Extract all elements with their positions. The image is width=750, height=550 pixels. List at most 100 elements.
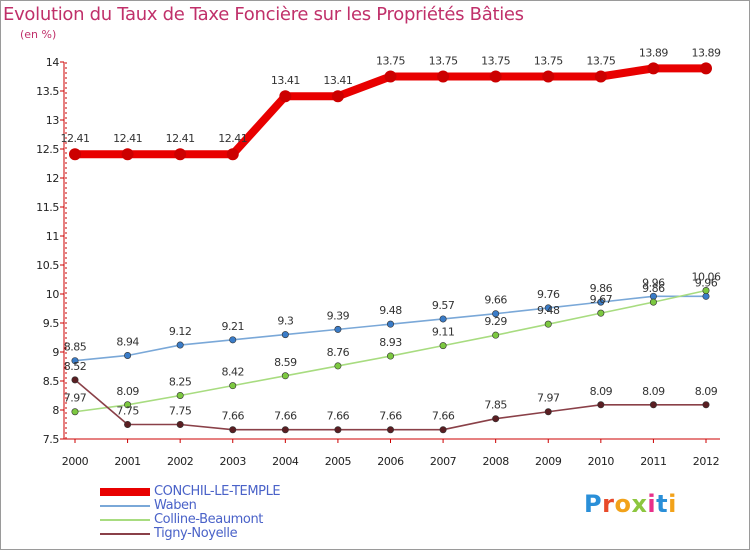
data-label: 8.09 bbox=[642, 385, 665, 398]
data-point bbox=[124, 401, 132, 409]
logo-letter: P bbox=[584, 490, 603, 518]
data-point bbox=[176, 391, 184, 399]
data-point bbox=[700, 62, 712, 75]
data-label: 13.41 bbox=[271, 74, 300, 87]
data-label: 13.75 bbox=[376, 55, 405, 68]
data-point bbox=[544, 304, 552, 312]
data-label: 8.59 bbox=[274, 356, 297, 369]
legend-swatch bbox=[100, 488, 150, 496]
data-point bbox=[386, 352, 394, 360]
data-label: 7.66 bbox=[379, 410, 402, 423]
data-point bbox=[124, 420, 132, 428]
x-tick-label: 2000 bbox=[62, 455, 89, 468]
data-label: 13.75 bbox=[534, 55, 563, 68]
data-point bbox=[334, 362, 342, 370]
x-tick-label: 2006 bbox=[377, 455, 404, 468]
data-label: 9.48 bbox=[537, 304, 560, 317]
data-point bbox=[279, 90, 292, 103]
data-point bbox=[229, 336, 237, 344]
x-tick-label: 2001 bbox=[114, 455, 140, 468]
y-tick-label: 13 bbox=[46, 114, 60, 127]
x-tick-label: 2005 bbox=[325, 455, 352, 468]
data-label: 9.21 bbox=[222, 320, 245, 333]
data-point bbox=[439, 315, 447, 323]
data-point bbox=[121, 148, 134, 161]
data-label: 8.09 bbox=[116, 385, 139, 398]
data-label: 8.09 bbox=[695, 385, 718, 398]
data-label: 7.66 bbox=[432, 410, 455, 423]
data-label: 7.66 bbox=[327, 410, 350, 423]
data-label: 13.75 bbox=[429, 55, 458, 68]
data-label: 12.41 bbox=[61, 132, 90, 145]
data-point bbox=[492, 415, 500, 423]
logo-letter: t bbox=[656, 490, 669, 518]
legend-label: Colline-Beaumont bbox=[154, 512, 264, 527]
data-point bbox=[597, 309, 605, 317]
data-label: 10.06 bbox=[692, 271, 721, 284]
data-point bbox=[437, 70, 450, 83]
data-label: 8.85 bbox=[64, 341, 87, 354]
logo-letter: r bbox=[602, 490, 615, 518]
data-label: 9.11 bbox=[432, 326, 455, 339]
data-label: 9.86 bbox=[642, 282, 665, 295]
data-point bbox=[226, 148, 239, 161]
x-tick-label: 2004 bbox=[272, 455, 299, 468]
data-point bbox=[386, 426, 394, 434]
data-label: 9.3 bbox=[277, 315, 293, 328]
data-label: 7.75 bbox=[116, 405, 139, 418]
data-label: 9.96 bbox=[642, 276, 665, 289]
data-label: 9.76 bbox=[537, 288, 560, 301]
y-tick-label: 8.5 bbox=[43, 375, 60, 388]
legend-swatch bbox=[100, 505, 150, 507]
data-label: 7.66 bbox=[222, 410, 245, 423]
data-point bbox=[334, 426, 342, 434]
data-point bbox=[331, 90, 344, 103]
y-tick-label: 9 bbox=[52, 346, 59, 359]
data-point bbox=[702, 401, 710, 409]
data-point bbox=[69, 148, 81, 161]
data-point bbox=[702, 292, 710, 300]
data-point bbox=[492, 331, 500, 339]
chart-unit-label: (en %) bbox=[20, 28, 57, 41]
data-point bbox=[597, 401, 605, 409]
data-point bbox=[439, 342, 447, 350]
y-tick-label: 13.5 bbox=[36, 85, 59, 98]
data-point bbox=[229, 382, 237, 390]
data-point bbox=[281, 372, 289, 380]
data-point bbox=[597, 298, 605, 306]
data-label: 12.41 bbox=[218, 132, 247, 145]
y-tick-label: 9.5 bbox=[43, 317, 60, 330]
data-point bbox=[649, 298, 657, 306]
data-point bbox=[176, 341, 184, 349]
data-point bbox=[384, 70, 397, 83]
data-point bbox=[492, 310, 500, 318]
data-label: 13.75 bbox=[586, 55, 615, 68]
data-point bbox=[544, 320, 552, 328]
data-point bbox=[702, 287, 710, 295]
data-point bbox=[281, 426, 289, 434]
data-point bbox=[229, 426, 237, 434]
x-tick-label: 2008 bbox=[482, 455, 509, 468]
data-label: 9.12 bbox=[169, 325, 192, 338]
data-label: 9.67 bbox=[590, 293, 613, 306]
y-tick-label: 8 bbox=[52, 404, 59, 417]
data-label: 9.57 bbox=[432, 299, 455, 312]
data-point bbox=[544, 408, 552, 416]
data-point bbox=[176, 420, 184, 428]
data-label: 9.96 bbox=[695, 276, 718, 289]
data-label: 9.66 bbox=[484, 294, 507, 307]
y-tick-label: 11 bbox=[46, 230, 59, 243]
x-tick-label: 2011 bbox=[640, 455, 666, 468]
data-label: 13.41 bbox=[323, 74, 352, 87]
data-label: 13.89 bbox=[639, 46, 668, 59]
data-point bbox=[71, 357, 79, 365]
data-label: 8.93 bbox=[379, 336, 402, 349]
x-tick-label: 2009 bbox=[535, 455, 562, 468]
proxiti-logo: Proxiti bbox=[584, 490, 677, 518]
data-label: 13.75 bbox=[481, 55, 510, 68]
y-tick-label: 14 bbox=[46, 56, 60, 69]
data-label: 12.41 bbox=[166, 132, 195, 145]
data-label: 9.48 bbox=[379, 304, 402, 317]
data-point bbox=[594, 70, 607, 83]
